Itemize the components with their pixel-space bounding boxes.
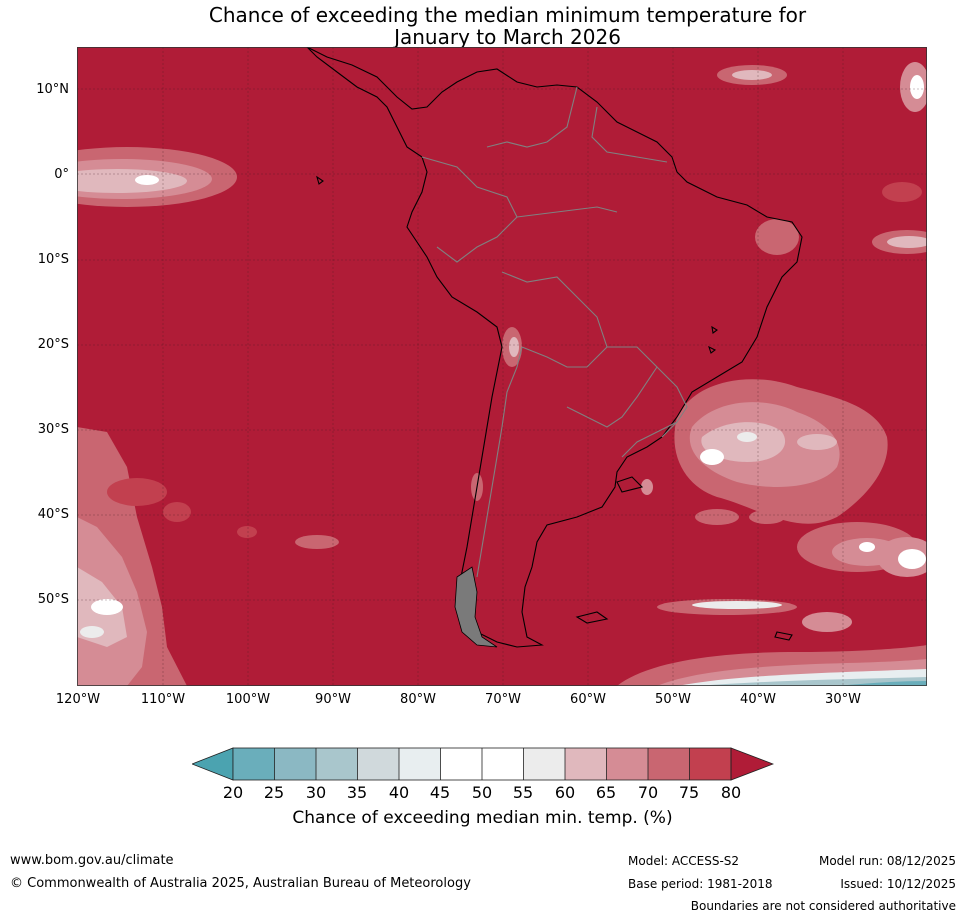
probability-map [77, 47, 927, 686]
region-equatorial-pacific [77, 147, 237, 207]
region-southern-ocean [617, 645, 927, 686]
colorbar [190, 747, 775, 785]
region-north-atlantic [717, 62, 927, 255]
lat-label-0: 0° [54, 167, 69, 182]
lat-label-40s: 40°S [37, 507, 69, 522]
colorbar-55-60 [523, 748, 565, 780]
lon-label-70w: 70°W [485, 692, 521, 707]
lon-label-100w: 100°W [225, 692, 271, 707]
colorbar-40-45 [399, 748, 441, 780]
colorbar-60-65 [565, 748, 607, 780]
lon-label-80w: 80°W [400, 692, 436, 707]
colorbar-tick-80: 80 [720, 783, 742, 802]
colorbar-35-40 [357, 748, 399, 780]
map-title: Chance of exceeding the median minimum t… [0, 4, 965, 48]
colorbar-20-25 [233, 748, 275, 780]
colorbar-tick-55: 55 [512, 783, 534, 802]
lon-label-30w: 30°W [825, 692, 861, 707]
lat-label-10n: 10°N [36, 82, 69, 97]
colorbar-25-30 [274, 748, 316, 780]
colorbar-below-20 [190, 747, 234, 781]
colorbar-tick-20: 20 [222, 783, 244, 802]
colorbar-tick-50: 50 [471, 783, 493, 802]
footer-issued: Issued: 10/12/2025 [840, 877, 956, 891]
lon-label-90w: 90°W [315, 692, 351, 707]
lon-label-110w: 110°W [140, 692, 186, 707]
colorbar-tick-40: 40 [388, 783, 410, 802]
colorbar-30-35 [316, 748, 358, 780]
footer-model-run: Model run: 08/12/2025 [818, 854, 956, 868]
map-canvas [77, 47, 927, 686]
patagonia-fjords [454, 566, 498, 648]
colorbar-above-80 [730, 747, 775, 781]
footer-website[interactable]: www.bom.gov.au/climate [10, 853, 174, 868]
lon-label-60w: 60°W [570, 692, 606, 707]
footer-base-period: Base period: 1981-2018 [628, 877, 773, 891]
colorbar-tick-75: 75 [678, 783, 700, 802]
colorbar-tick-30: 30 [305, 783, 327, 802]
colorbar-70-75 [648, 748, 690, 780]
footer-model: Model: ACCESS-S2 [628, 854, 740, 868]
lon-label-50w: 50°W [655, 692, 691, 707]
footer-copyright: © Commonwealth of Australia 2025, Austra… [10, 876, 471, 891]
colorbar-swatches [190, 747, 775, 781]
title-line-1: Chance of exceeding the median minimum t… [208, 3, 807, 27]
lat-label-20s: 20°S [37, 337, 69, 352]
region-south-atlantic [641, 379, 927, 632]
field-above-80 [77, 47, 927, 686]
colorbar-tick-45: 45 [429, 783, 451, 802]
graticule [77, 47, 927, 686]
region-andes [471, 327, 522, 501]
colorbar-tick-25: 25 [263, 783, 285, 802]
lon-label-120w: 120°W [55, 692, 101, 707]
colorbar-tick-65: 65 [595, 783, 617, 802]
colorbar-tick-70: 70 [637, 783, 659, 802]
colorbar-tick-60: 60 [554, 783, 576, 802]
lat-label-50s: 50°S [37, 592, 69, 607]
region-southeast-pacific [77, 427, 339, 686]
lon-label-40w: 40°W [740, 692, 776, 707]
lat-label-10s: 10°S [37, 252, 69, 267]
colorbar-50-55 [482, 748, 524, 780]
colorbar-45-50 [440, 748, 482, 780]
lat-label-30s: 30°S [37, 422, 69, 437]
colorbar-tick-35: 35 [346, 783, 368, 802]
colorbar-65-70 [606, 748, 648, 780]
footer-disclaimer: Boundaries are not considered authoritat… [690, 899, 956, 913]
title-line-2: January to March 2026 [394, 25, 621, 49]
colorbar-label: Chance of exceeding median min. temp. (%… [292, 808, 673, 828]
coastline [306, 47, 803, 648]
political-borders [421, 86, 688, 578]
colorbar-75-80 [689, 748, 731, 780]
